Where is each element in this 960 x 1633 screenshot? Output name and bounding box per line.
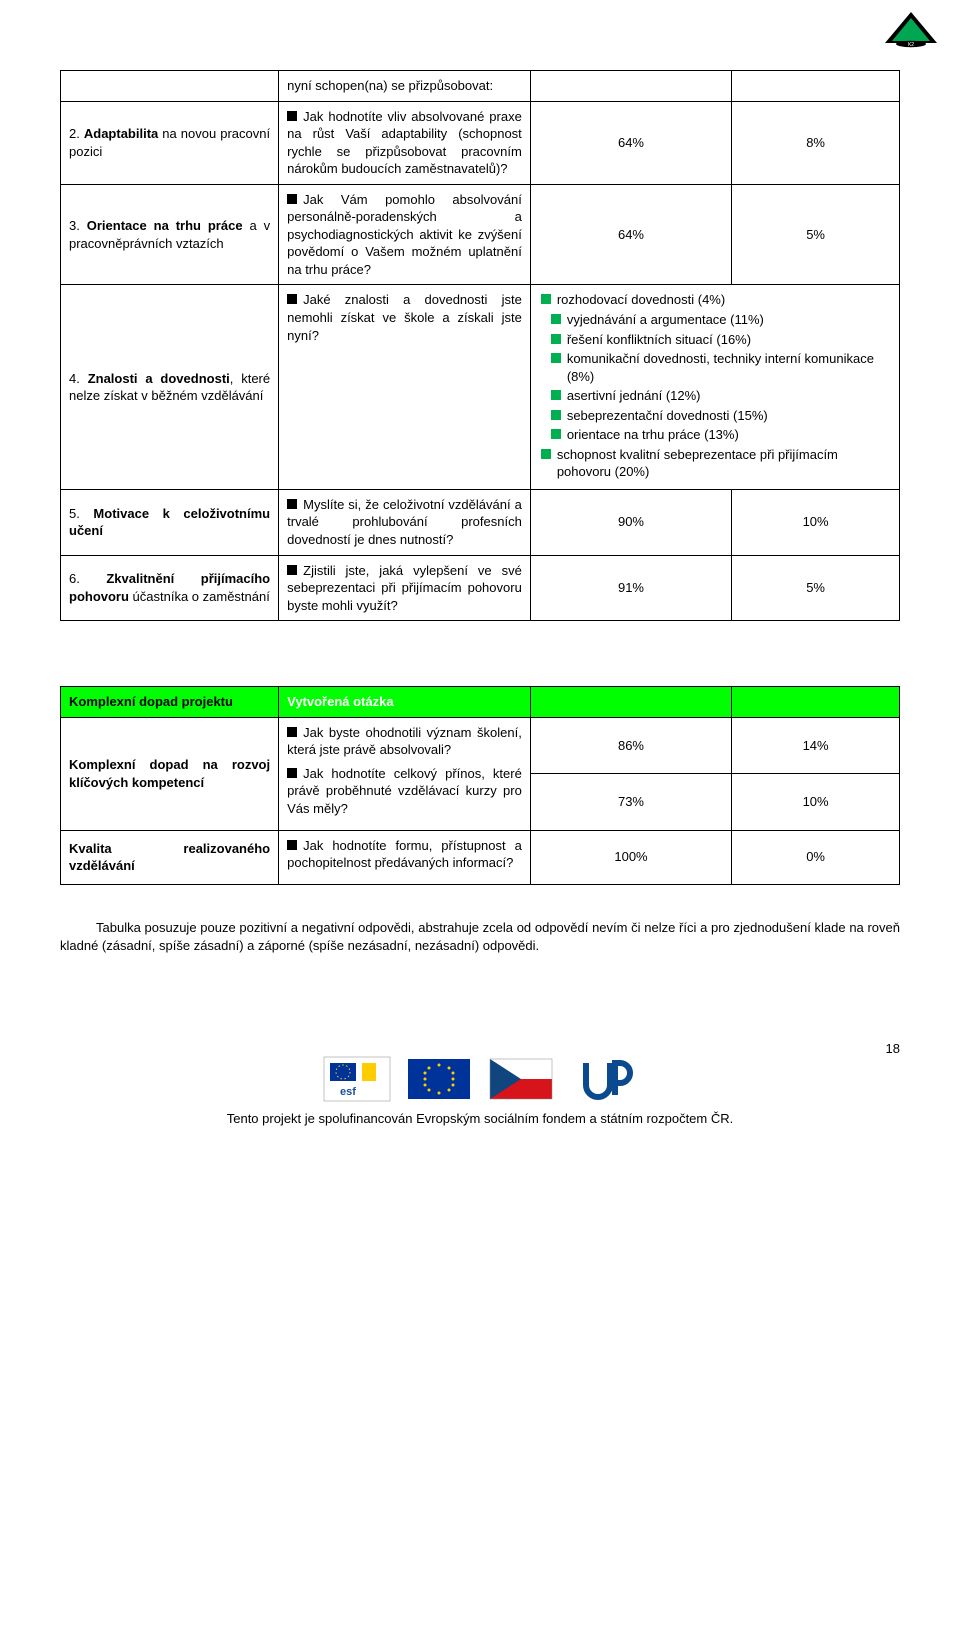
intro-cell: nyní schopen(na) se přizpůsobovat: xyxy=(279,71,531,102)
row-question: Jak Vám pomohlo absolvování personálně-p… xyxy=(279,184,531,285)
bullet-icon xyxy=(287,194,297,204)
table-row: 4. Znalosti a dovednosti, které nelze zí… xyxy=(61,285,900,489)
row-question: Jak byste ohodnotili význam školení, kte… xyxy=(279,717,531,830)
bullet-icon xyxy=(551,410,561,420)
bullet-icon xyxy=(287,768,297,778)
page-footer: esf Tento projekt je spolufinancován Evr… xyxy=(60,1055,900,1126)
value-positive: 100% xyxy=(530,830,731,884)
bullet-icon xyxy=(287,499,297,509)
impact-table-2: Komplexní dopad projektu Vytvořená otázk… xyxy=(60,686,900,884)
svg-text:K2: K2 xyxy=(908,42,914,48)
bullet-icon xyxy=(287,840,297,850)
value-positive: 64% xyxy=(530,101,731,184)
bullet-icon xyxy=(541,294,551,304)
skills-list-cell: rozhodovací dovednosti (4%) vyjednávání a… xyxy=(530,285,899,489)
list-item: orientace na trhu práce (13%) xyxy=(539,426,891,444)
value-negative: 10% xyxy=(732,489,900,555)
impact-table-1: nyní schopen(na) se přizpůsobovat: 2. Ad… xyxy=(60,70,900,621)
row-label: 4. Znalosti a dovednosti, které nelze zí… xyxy=(61,285,279,489)
footer-logos: esf xyxy=(60,1055,900,1103)
esf-logo: esf xyxy=(322,1055,392,1103)
row-label: 5. Motivace k celoživotnímu učení xyxy=(61,489,279,555)
table-row: 6. Zkvalitnění přijímacího pohovoru účas… xyxy=(61,555,900,621)
row-label: Komplexní dopad na rozvoj klíčových komp… xyxy=(61,717,279,830)
row-question: Myslíte si, že celoživotní vzdělávání a … xyxy=(279,489,531,555)
table-row: 3. Orientace na trhu práce a v pracovněp… xyxy=(61,184,900,285)
bullet-icon xyxy=(287,294,297,304)
bullet-icon xyxy=(551,353,561,363)
bullet-icon xyxy=(551,429,561,439)
k2-logo: K2 xyxy=(880,8,942,48)
value-negative: 0% xyxy=(732,830,900,884)
row-question: Zjistili jste, jaká vylepšení ve své seb… xyxy=(279,555,531,621)
row-question: Jak hodnotíte vliv absolvované praxe na … xyxy=(279,101,531,184)
value-positive: 86% xyxy=(530,717,731,773)
page-number: 18 xyxy=(886,1041,900,1056)
table-row: 2. Adaptabilita na novou pracovní pozici… xyxy=(61,101,900,184)
bullet-icon xyxy=(287,565,297,575)
bullet-icon xyxy=(287,111,297,121)
row-question: Jaké znalosti a dovednosti jste nemohli … xyxy=(279,285,531,489)
value-negative: 14% xyxy=(732,717,900,773)
value-positive: 64% xyxy=(530,184,731,285)
table2-header-row: Komplexní dopad projektu Vytvořená otázk… xyxy=(61,687,900,718)
bullet-icon xyxy=(551,390,561,400)
row-question: Jak hodnotíte formu, přístupnost a pocho… xyxy=(279,830,531,884)
value-negative: 5% xyxy=(732,555,900,621)
summary-paragraph: Tabulka posuzuje pouze pozitivní a negat… xyxy=(60,919,900,955)
cz-flag-icon xyxy=(486,1055,556,1103)
table-row: 5. Motivace k celoživotnímu učeníMyslíte… xyxy=(61,489,900,555)
table2-header-left: Komplexní dopad projektu xyxy=(61,687,279,718)
bullet-icon xyxy=(287,727,297,737)
up-logo xyxy=(568,1055,638,1103)
value-negative: 10% xyxy=(732,774,900,830)
list-item: schopnost kvalitní sebeprezentace při př… xyxy=(539,446,891,481)
value-positive: 73% xyxy=(530,774,731,830)
table-row: Komplexní dopad na rozvoj klíčových komp… xyxy=(61,717,900,773)
eu-flag-icon xyxy=(404,1055,474,1103)
list-item: komunikační dovednosti, techniky interní… xyxy=(539,350,891,385)
svg-text:esf: esf xyxy=(340,1086,356,1098)
list-item: vyjednávání a argumentace (11%) xyxy=(539,311,891,329)
table-row: Kvalita realizovaného vzděláváníJak hodn… xyxy=(61,830,900,884)
row-label: 3. Orientace na trhu práce a v pracovněp… xyxy=(61,184,279,285)
value-positive: 91% xyxy=(530,555,731,621)
list-item: sebeprezentační dovednosti (15%) xyxy=(539,407,891,425)
bullet-icon xyxy=(551,334,561,344)
list-item: asertivní jednání (12%) xyxy=(539,387,891,405)
row-label: 2. Adaptabilita na novou pracovní pozici xyxy=(61,101,279,184)
value-negative: 5% xyxy=(732,184,900,285)
table2-header-right: Vytvořená otázka xyxy=(279,687,531,718)
list-item: řešení konfliktních situací (16%) xyxy=(539,331,891,349)
row-label: 6. Zkvalitnění přijímacího pohovoru účas… xyxy=(61,555,279,621)
bullet-icon xyxy=(541,449,551,459)
list-item: rozhodovací dovednosti (4%) xyxy=(539,291,891,309)
value-negative: 8% xyxy=(732,101,900,184)
footer-text: Tento projekt je spolufinancován Evropsk… xyxy=(60,1111,900,1126)
bullet-icon xyxy=(551,314,561,324)
value-positive: 90% xyxy=(530,489,731,555)
row-label: Kvalita realizovaného vzdělávání xyxy=(61,830,279,884)
